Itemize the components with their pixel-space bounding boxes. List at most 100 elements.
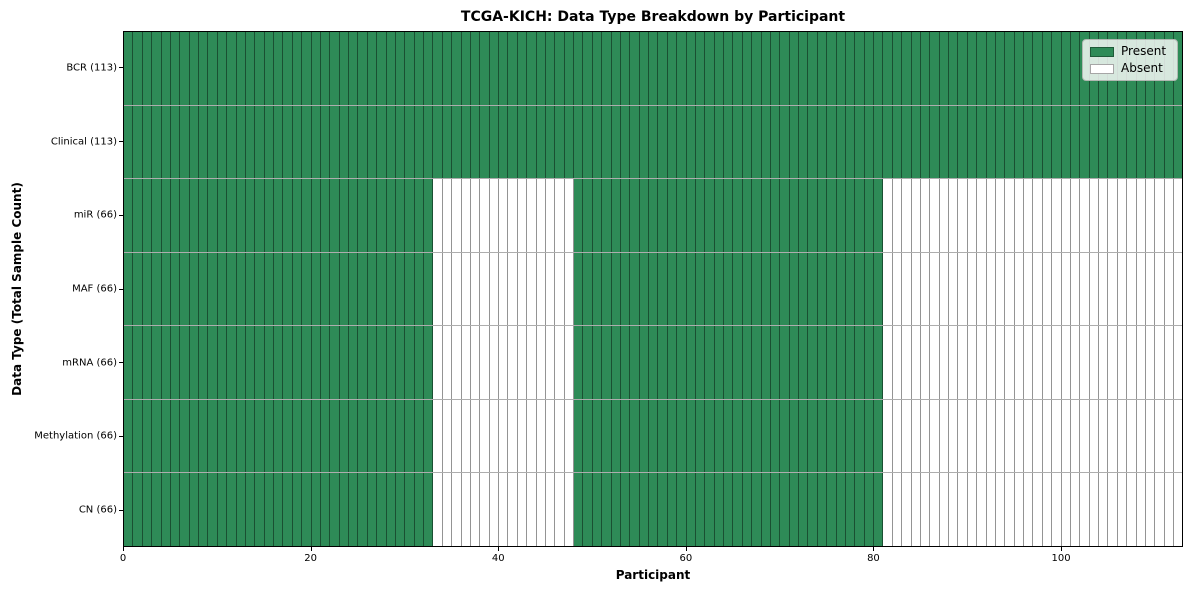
cell-absent <box>1174 179 1183 252</box>
cell-present <box>630 105 640 179</box>
cell-absent <box>1155 252 1165 326</box>
cell-present <box>414 32 424 105</box>
cell-absent <box>536 399 546 473</box>
cell-present <box>714 326 724 399</box>
cell-present <box>574 179 584 252</box>
cell-absent <box>1089 179 1099 252</box>
cell-absent <box>1164 252 1174 326</box>
cell-absent <box>920 326 931 399</box>
cell-present <box>583 32 593 105</box>
cell-present <box>677 32 687 105</box>
cell-present <box>377 399 387 473</box>
cell-absent <box>1042 326 1053 399</box>
cell-present <box>461 105 471 179</box>
cell-present <box>180 105 190 179</box>
cell-present <box>124 252 134 326</box>
cell-present <box>752 326 762 399</box>
cell-present <box>161 105 171 179</box>
cell-present <box>245 252 256 326</box>
cell-absent <box>977 473 987 547</box>
cell-present <box>649 32 659 105</box>
cell-present <box>292 179 303 252</box>
cell-present <box>405 326 415 399</box>
cell-present <box>705 105 715 179</box>
cell-absent <box>939 179 949 252</box>
cell-absent <box>1108 252 1118 326</box>
cell-present <box>761 179 771 252</box>
cell-present <box>1052 32 1062 105</box>
cell-present <box>442 105 453 179</box>
cell-absent <box>555 473 565 547</box>
cell-absent <box>949 473 959 547</box>
cell-present <box>292 326 303 399</box>
cell-absent <box>995 252 1006 326</box>
cell-present <box>555 105 565 179</box>
cell-present <box>592 326 603 399</box>
cell-present <box>799 105 809 179</box>
y-tick-label: BCR (113) <box>66 62 117 74</box>
cell-present <box>995 32 1006 105</box>
cell-present <box>302 179 312 252</box>
cell-present <box>339 399 349 473</box>
cell-present <box>677 179 687 252</box>
cell-present <box>620 105 631 179</box>
cell-present <box>311 473 321 547</box>
cell-present <box>845 399 856 473</box>
cell-absent <box>1042 252 1053 326</box>
cell-present <box>808 326 818 399</box>
cell-present <box>592 105 603 179</box>
cell-absent <box>1127 252 1137 326</box>
cell-present <box>283 179 293 252</box>
cell-present <box>836 252 846 326</box>
cell-absent <box>930 473 940 547</box>
cell-present <box>255 32 265 105</box>
cell-absent <box>555 326 565 399</box>
cell-present <box>1080 105 1090 179</box>
cell-present <box>320 399 331 473</box>
cell-present <box>1136 105 1146 179</box>
y-tick-label: Clinical (113) <box>50 136 117 148</box>
cell-present <box>217 252 228 326</box>
cell-present <box>545 32 556 105</box>
cell-present <box>1024 105 1034 179</box>
cell-present <box>377 473 387 547</box>
cell-present <box>302 473 312 547</box>
cell-present <box>330 326 340 399</box>
cell-present <box>274 326 284 399</box>
cell-present <box>264 105 274 179</box>
cell-present <box>264 473 274 547</box>
cell-absent <box>452 473 462 547</box>
cell-present <box>592 473 603 547</box>
cell-absent <box>1108 473 1118 547</box>
cell-absent <box>1024 473 1034 547</box>
cell-present <box>161 32 171 105</box>
cell-present <box>817 473 828 547</box>
cell-present <box>770 252 781 326</box>
cell-present <box>677 399 687 473</box>
cell-present <box>189 252 199 326</box>
cell-present <box>189 105 199 179</box>
cell-present <box>733 179 743 252</box>
cell-present <box>339 326 349 399</box>
cell-present <box>1089 105 1099 179</box>
cell-present <box>264 399 274 473</box>
cell-absent <box>902 473 912 547</box>
heatmap-row-bcr <box>124 32 1183 106</box>
cell-absent <box>1061 326 1071 399</box>
cell-present <box>827 105 837 179</box>
cell-present <box>283 326 293 399</box>
cell-present <box>695 326 706 399</box>
cell-present <box>574 252 584 326</box>
cell-present <box>180 32 190 105</box>
cell-absent <box>1070 399 1081 473</box>
cell-present <box>799 399 809 473</box>
cell-present <box>330 179 340 252</box>
cell-present <box>958 105 968 179</box>
cell-present <box>452 32 462 105</box>
cell-absent <box>480 252 490 326</box>
cell-absent <box>1070 179 1081 252</box>
cell-absent <box>902 326 912 399</box>
cell-absent <box>555 179 565 252</box>
cell-absent <box>883 399 893 473</box>
cell-present <box>836 326 846 399</box>
